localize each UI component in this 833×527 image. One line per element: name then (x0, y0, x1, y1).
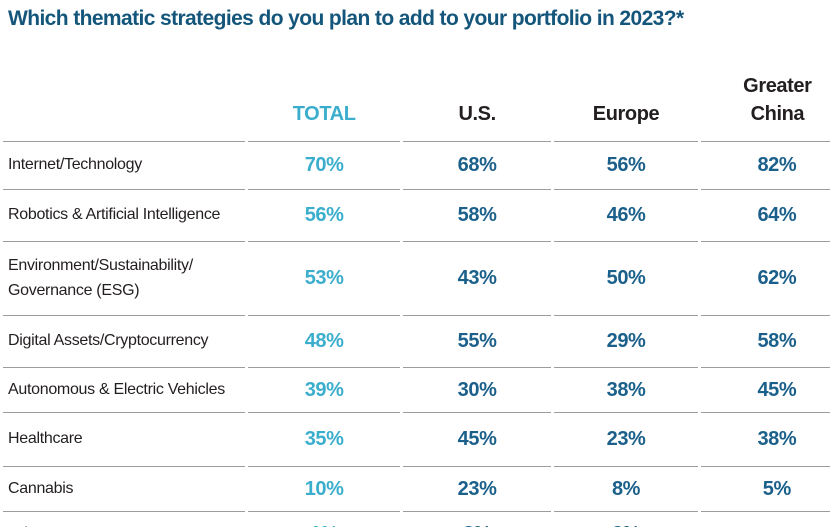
value-cell-china: 5% (700, 467, 830, 513)
value-cell-china: 64% (700, 190, 830, 243)
value-cell-total: 48% (248, 316, 400, 369)
value-cell-china: – (701, 512, 830, 527)
header-strategy (3, 31, 246, 143)
value-cell-total: 56% (248, 190, 400, 243)
value-cell-europe: 23% (554, 413, 698, 468)
table-body: Internet/Technology 70% 68% 56% 82% Robotics … (3, 142, 830, 527)
value-cell-us: 68% (402, 142, 552, 191)
header-europe: Europe (554, 31, 698, 143)
value-cell-us: 58% (402, 190, 552, 243)
value-cell-china: 58% (700, 316, 830, 369)
header-total-label: TOTAL (292, 103, 356, 126)
value-cell-total: 10% (248, 467, 400, 513)
value-cell-china: 45% (700, 368, 830, 414)
value-cell-europe: 46% (554, 190, 698, 243)
value-cell-europe: 8% (554, 467, 698, 513)
row-label: Digital Assets/Cryptocurrency (3, 316, 246, 369)
value-cell-europe: 56% (554, 142, 698, 191)
table-row: Other1% 3%2%– (3, 512, 830, 527)
header-greater-china: Greater China (700, 31, 830, 143)
row-label: Other (3, 512, 245, 527)
table-row: Digital Assets/Cryptocurrency 48% 55% 29% 58… (3, 316, 830, 369)
header-europe-label: Europe (592, 103, 660, 126)
value-cell-total: 35% (248, 413, 400, 468)
header-row: TOTAL U.S. Europe Greater China (3, 31, 830, 143)
page-title: Which thematic strategies do you plan to… (8, 7, 684, 30)
value-cell-total: 1% (248, 512, 399, 527)
value-cell-europe: 2% (554, 512, 697, 527)
row-label: Cannabis (3, 467, 246, 513)
value-cell-us: 3% (403, 512, 551, 527)
value-cell-total: 53% (248, 242, 400, 317)
value-cell-europe: 29% (554, 316, 698, 369)
value-cell-china: 38% (700, 413, 830, 468)
table-row: Cannabis 10% 23% 8% 5% (3, 467, 830, 513)
value-cell-europe: 50% (554, 242, 698, 317)
table-row: Robotics & Artificial Intelligence 56% 58%… (3, 190, 830, 243)
value-cell-total: 70% (248, 142, 400, 191)
value-cell-china: 62% (700, 242, 830, 317)
row-label: Environment/Sustainability/ Governance (… (3, 242, 246, 317)
value-cell-total: 39% (248, 368, 400, 414)
table-row: Healthcare 35% 45% 23% 38% (3, 413, 830, 468)
table-row: Autonomous & Electric Vehicles 39% 30% 38% 4… (3, 368, 830, 414)
row-label: Robotics & Artificial Intelligence (3, 190, 246, 243)
value-cell-us: 45% (402, 413, 552, 468)
header-us: U.S. (402, 31, 552, 143)
header-us-label: U.S. (458, 103, 496, 126)
row-label: Internet/Technology (3, 142, 246, 191)
table-row: Internet/Technology 70% 68% 56% 82% (3, 142, 830, 191)
value-cell-us: 43% (402, 242, 552, 317)
value-cell-us: 55% (402, 316, 552, 369)
value-cell-us: 30% (402, 368, 552, 414)
row-label: Autonomous & Electric Vehicles (3, 368, 246, 414)
value-cell-us: 23% (402, 467, 552, 513)
table-row: Environment/Sustainability/ Governance (… (3, 242, 830, 317)
thematic-strategies-table: TOTAL U.S. Europe Greater China Internet… (0, 31, 833, 527)
value-cell-china: 82% (700, 142, 830, 191)
table-header: TOTAL U.S. Europe Greater China (3, 31, 830, 143)
header-total: TOTAL (248, 31, 400, 143)
row-label: Healthcare (3, 413, 246, 468)
value-cell-europe: 38% (554, 368, 698, 414)
header-greater-china-label: Greater China (743, 75, 812, 126)
